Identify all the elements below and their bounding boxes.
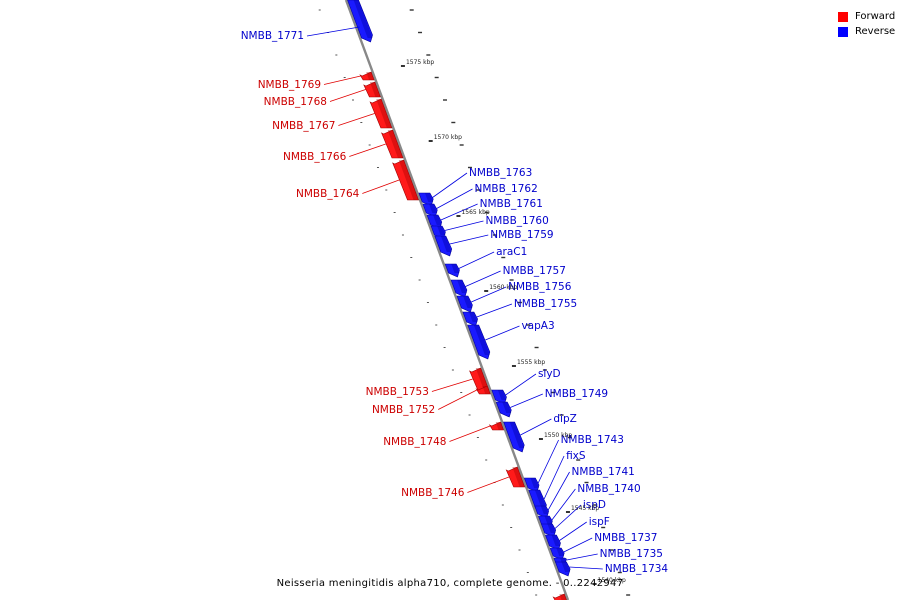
gene-label-reverse[interactable]: NMBB_1735 <box>600 548 663 560</box>
gene-label-forward[interactable]: NMBB_1764 <box>296 188 360 200</box>
legend-reverse: Reverse <box>838 24 895 39</box>
gene-reverse[interactable] <box>545 534 561 551</box>
axis-tick-label: 1540 kbp <box>598 577 626 584</box>
axis-tick-label: 1560 kbp <box>489 284 517 291</box>
genome-axis <box>344 0 570 600</box>
gene-label-forward[interactable]: NMBB_1746 <box>401 487 465 499</box>
gene-label-reverse[interactable]: NMBB_1740 <box>577 483 640 495</box>
gene-reverse[interactable] <box>523 477 540 493</box>
gene-reverse[interactable] <box>491 389 507 405</box>
gene-reverse[interactable] <box>467 324 491 360</box>
gene-label-reverse[interactable]: slyD <box>538 368 561 380</box>
gene-reverse[interactable] <box>426 214 443 230</box>
minor-ticks-right <box>400 9 631 596</box>
gene-label-reverse[interactable]: NMBB_1734 <box>605 563 669 575</box>
gene-reverse[interactable] <box>456 295 473 313</box>
axis-tick-label: 1545 kbp <box>571 505 599 512</box>
gene-label-reverse[interactable]: NMBB_1749 <box>545 388 608 400</box>
gene-label-forward[interactable]: NMBB_1766 <box>283 151 347 163</box>
gene-reverse[interactable] <box>534 505 550 519</box>
gene-label-reverse[interactable]: vapA3 <box>521 320 554 332</box>
axis-tick-label: 1565 kbp <box>461 209 489 216</box>
gene-forward[interactable] <box>552 593 568 600</box>
gene-reverse[interactable] <box>434 235 453 257</box>
gene-reverse[interactable] <box>555 561 571 577</box>
gene-forward[interactable] <box>359 71 375 81</box>
gene-label-reverse[interactable]: NMBB_1771 <box>241 30 304 42</box>
gene-forward[interactable] <box>392 159 419 201</box>
gene-label-reverse[interactable]: NMBB_1743 <box>561 434 624 446</box>
gene-label-reverse[interactable]: NMBB_1763 <box>469 167 532 179</box>
gene-label-reverse[interactable]: ispD <box>583 499 606 511</box>
gene-label-forward[interactable]: NMBB_1753 <box>366 386 429 398</box>
legend-forward: Forward <box>838 9 895 24</box>
gene-label-reverse[interactable]: araC1 <box>496 246 527 258</box>
gene-label-reverse[interactable]: NMBB_1741 <box>572 466 635 478</box>
gene-forward[interactable] <box>488 421 505 431</box>
forward-swatch <box>838 11 848 22</box>
gene-reverse[interactable] <box>418 192 434 207</box>
gene-label-forward[interactable]: NMBB_1767 <box>272 120 335 132</box>
axis-tick-label: 1550 kbp <box>544 432 572 439</box>
gene-label-reverse[interactable]: NMBB_1760 <box>485 215 548 227</box>
gene-reverse[interactable] <box>450 279 468 298</box>
gene-reverse[interactable] <box>540 523 557 538</box>
gene-reverse[interactable] <box>462 311 478 327</box>
gene-label-reverse[interactable]: dipZ <box>553 413 576 425</box>
gene-reverse[interactable] <box>422 203 438 218</box>
gene-label-reverse[interactable]: NMBB_1755 <box>514 298 577 310</box>
legend-reverse-label: Reverse <box>855 26 896 37</box>
genome-caption: Neisseria meningitidis alpha710, complet… <box>276 578 624 589</box>
gene-label-reverse[interactable]: NMBB_1757 <box>503 265 566 277</box>
gene-forward[interactable] <box>475 385 491 395</box>
gene-label-reverse[interactable]: NMBB_1759 <box>490 229 553 241</box>
minor-ticks-left <box>318 9 538 596</box>
reverse-swatch <box>838 26 848 37</box>
gene-label-forward[interactable]: NMBB_1748 <box>383 436 446 448</box>
gene-reverse[interactable] <box>444 263 460 278</box>
gene-label-reverse[interactable]: NMBB_1762 <box>474 183 537 195</box>
gene-label-reverse[interactable]: NMBB_1737 <box>594 532 657 544</box>
gene-forward[interactable] <box>363 81 381 98</box>
gene-reverse[interactable] <box>503 421 525 453</box>
gene-label-reverse[interactable]: NMBB_1761 <box>480 198 543 210</box>
gene-label-reverse[interactable]: ispF <box>589 516 610 528</box>
legend: Forward Reverse <box>838 9 895 39</box>
axis-tick-label: 1575 kbp <box>406 59 434 66</box>
gene-reverse[interactable] <box>495 401 512 418</box>
gene-forward[interactable] <box>505 466 526 488</box>
gene-label-reverse[interactable]: NMBB_1756 <box>508 281 572 293</box>
gene-label-forward[interactable]: NMBB_1752 <box>372 404 435 416</box>
gene-reverse[interactable] <box>347 0 373 43</box>
gene-label-reverse[interactable]: fixS <box>566 450 586 462</box>
gene-forward[interactable] <box>369 98 393 129</box>
gene-reverse[interactable] <box>549 547 565 561</box>
gene-label-forward[interactable]: NMBB_1769 <box>258 79 321 91</box>
gene-label-forward[interactable]: NMBB_1768 <box>264 96 327 108</box>
legend-forward-label: Forward <box>855 11 896 22</box>
gene-forward[interactable] <box>381 129 404 159</box>
axis-tick-label: 1570 kbp <box>434 134 462 141</box>
axis-tick-label: 1555 kbp <box>517 359 545 366</box>
